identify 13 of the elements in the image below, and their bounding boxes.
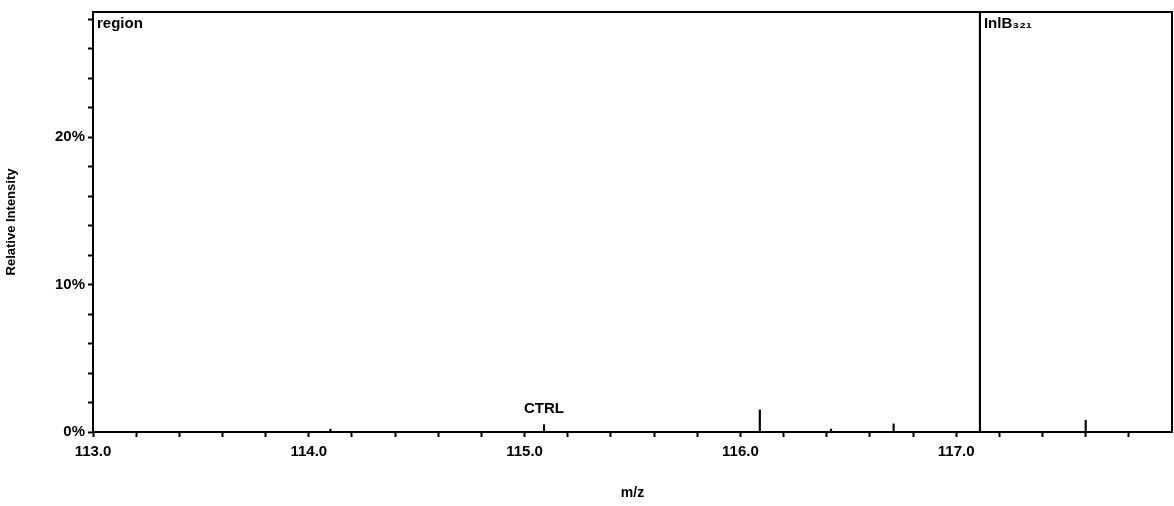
x-axis-title: m/z [620,484,645,501]
y-tick-label: 20% [54,127,85,145]
annotation: InlB₃₂₁ [983,13,1033,31]
x-tick-label: 114.0 [290,442,328,460]
y-axis-title: Relative Intensity [3,167,19,276]
annotation: CTRL [524,399,565,417]
y-tick-label: 0% [63,422,85,440]
y-tick-label: 10% [54,274,85,292]
x-tick-label: 117.0 [937,442,975,460]
x-tick-label: 115.0 [506,442,543,460]
x-tick-label: 113.0 [74,442,112,460]
x-tick-label: 116.0 [722,442,759,460]
annotation: region [97,13,143,31]
